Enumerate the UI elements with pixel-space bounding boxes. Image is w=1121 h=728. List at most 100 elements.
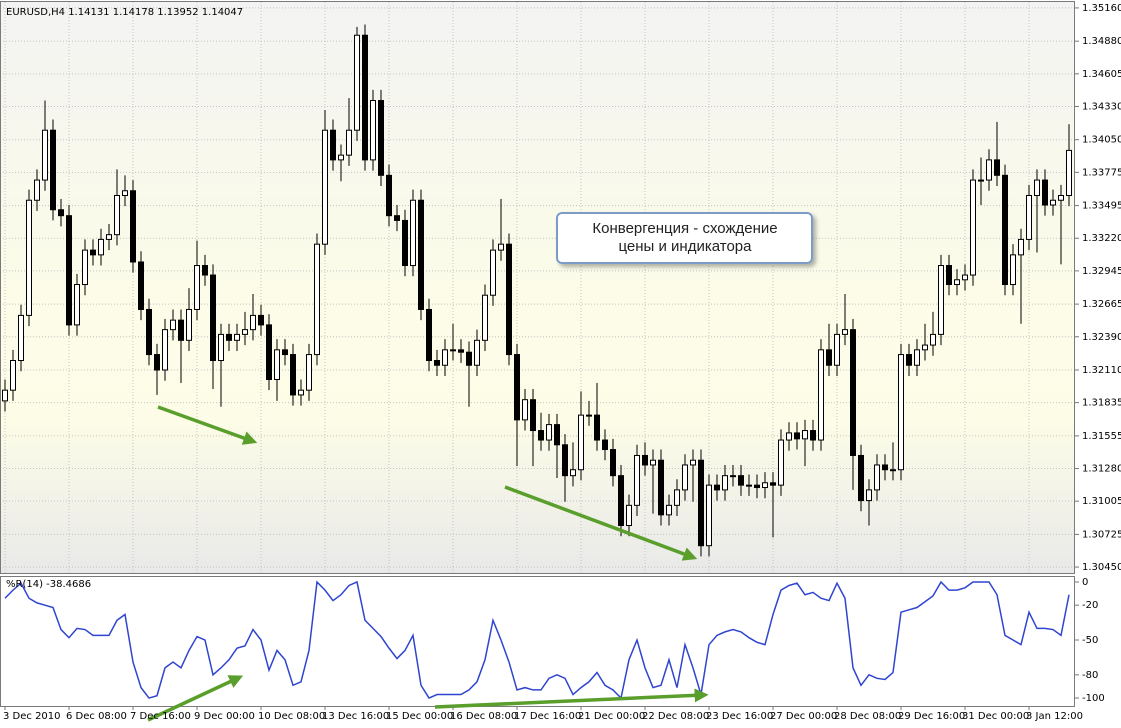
candle-body — [522, 399, 528, 421]
candle-body — [794, 432, 800, 440]
candle-body — [354, 34, 360, 131]
candle-body — [154, 354, 160, 371]
y-tick-label: -50 — [1082, 635, 1098, 646]
candle-body — [722, 475, 728, 491]
y-tick-label: 1.31835 — [1082, 398, 1121, 409]
arrow — [504, 485, 698, 561]
candle-body — [946, 265, 952, 286]
candle-body — [362, 34, 368, 161]
candle-body — [882, 464, 888, 471]
candle-body — [538, 430, 544, 441]
arrows — [147, 405, 709, 722]
candle-body — [42, 129, 48, 181]
y-tick-label: 1.34050 — [1082, 135, 1121, 146]
candle-body — [938, 265, 944, 335]
candle-body — [26, 199, 32, 316]
candle-body — [442, 349, 448, 366]
x-tick-label: 9 Dec 00:00 — [194, 711, 255, 722]
candle-body — [714, 484, 720, 491]
x-tick-label: 13 Dec 16:00 — [322, 711, 389, 722]
candle-body — [466, 351, 472, 366]
candle-body — [2, 389, 8, 402]
candle-body — [146, 308, 152, 356]
candle-body — [1066, 149, 1072, 196]
candle-body — [970, 179, 976, 276]
y-tick-label: 1.31280 — [1082, 464, 1121, 475]
candle-body — [642, 454, 648, 466]
candle-body — [314, 243, 320, 356]
x-tick-label: 7 Dec 16:00 — [130, 711, 191, 722]
y-tick-label: 1.33775 — [1082, 167, 1121, 178]
indicator-title: %R(14) -38.4686 — [6, 579, 91, 590]
candle-body — [650, 459, 656, 466]
candle-body — [434, 360, 440, 366]
candle-body — [586, 414, 592, 417]
y-tick-label: 1.34330 — [1082, 101, 1121, 112]
candle-body — [730, 475, 736, 478]
y-tick-label: 1.30450 — [1082, 562, 1121, 573]
candle-body — [10, 360, 16, 391]
candle-body — [34, 179, 40, 201]
candle-body — [378, 100, 384, 176]
callout: Конвергенция - схождение цены и индикато… — [556, 212, 813, 264]
candle-body — [1018, 238, 1024, 256]
x-tick-label: 6 Dec 08:00 — [66, 711, 127, 722]
candle-body — [994, 159, 1000, 176]
x-tick-label: 3 Dec 2010 — [3, 711, 61, 722]
candle-body — [1026, 194, 1032, 240]
x-tick-label: 23 Dec 16:00 — [706, 711, 773, 722]
candle-body — [418, 199, 424, 310]
y-tick-label: 1.31555 — [1082, 431, 1121, 442]
candle-body — [18, 314, 24, 362]
arrow — [147, 675, 244, 722]
candle-body — [114, 194, 120, 236]
candle-body — [890, 469, 896, 472]
annotation: цены и индикатора — [619, 238, 753, 255]
candle-body — [106, 234, 112, 240]
candle-body — [746, 484, 752, 487]
candle-body — [1002, 174, 1008, 286]
candle-body — [394, 215, 400, 221]
y-tick-label: 0 — [1082, 577, 1088, 588]
candle-body — [506, 243, 512, 356]
x-tick-label: 28 Dec 08:00 — [834, 711, 901, 722]
y-tick-label: 1.33220 — [1082, 233, 1121, 244]
candle-body — [986, 159, 992, 181]
candle-body — [802, 430, 808, 440]
candle-body — [90, 249, 96, 256]
x-tick-label: 15 Dec 00:00 — [386, 711, 453, 722]
x-tick-label: 21 Dec 00:00 — [578, 711, 645, 722]
candle-body — [1034, 179, 1040, 196]
annotation: Конвергенция - схождение — [592, 220, 777, 237]
indicator-panel — [0, 576, 1075, 706]
candle-body — [674, 489, 680, 506]
y-tick-label: -80 — [1082, 670, 1098, 681]
candle-body — [178, 319, 184, 341]
candle-body — [658, 459, 664, 516]
candle-body — [330, 129, 336, 161]
candle-body — [58, 209, 64, 217]
candle-body — [914, 349, 920, 366]
indicator-line — [4, 580, 1070, 700]
arrow — [434, 688, 709, 709]
x-tick-label: 17 Dec 16:00 — [514, 711, 581, 722]
candle-body — [570, 469, 576, 477]
candle-body — [858, 454, 864, 502]
x-tick-label: 3 Jan 12:00 — [1026, 711, 1083, 722]
candle-body — [578, 414, 584, 471]
candle-body — [850, 329, 856, 456]
candle-body — [338, 154, 344, 161]
candle-body — [954, 279, 960, 286]
candle-body — [66, 215, 72, 326]
x-tick-label: 31 Dec 00:00 — [962, 711, 1029, 722]
candle-body — [842, 329, 848, 335]
candle-body — [386, 174, 392, 217]
candle-body — [706, 484, 712, 547]
candle-body — [626, 504, 632, 527]
x-tick-label: 10 Dec 08:00 — [258, 711, 325, 722]
price-panel — [0, 1, 1075, 573]
price-frame — [0, 1, 1075, 574]
candle-body — [298, 389, 304, 396]
